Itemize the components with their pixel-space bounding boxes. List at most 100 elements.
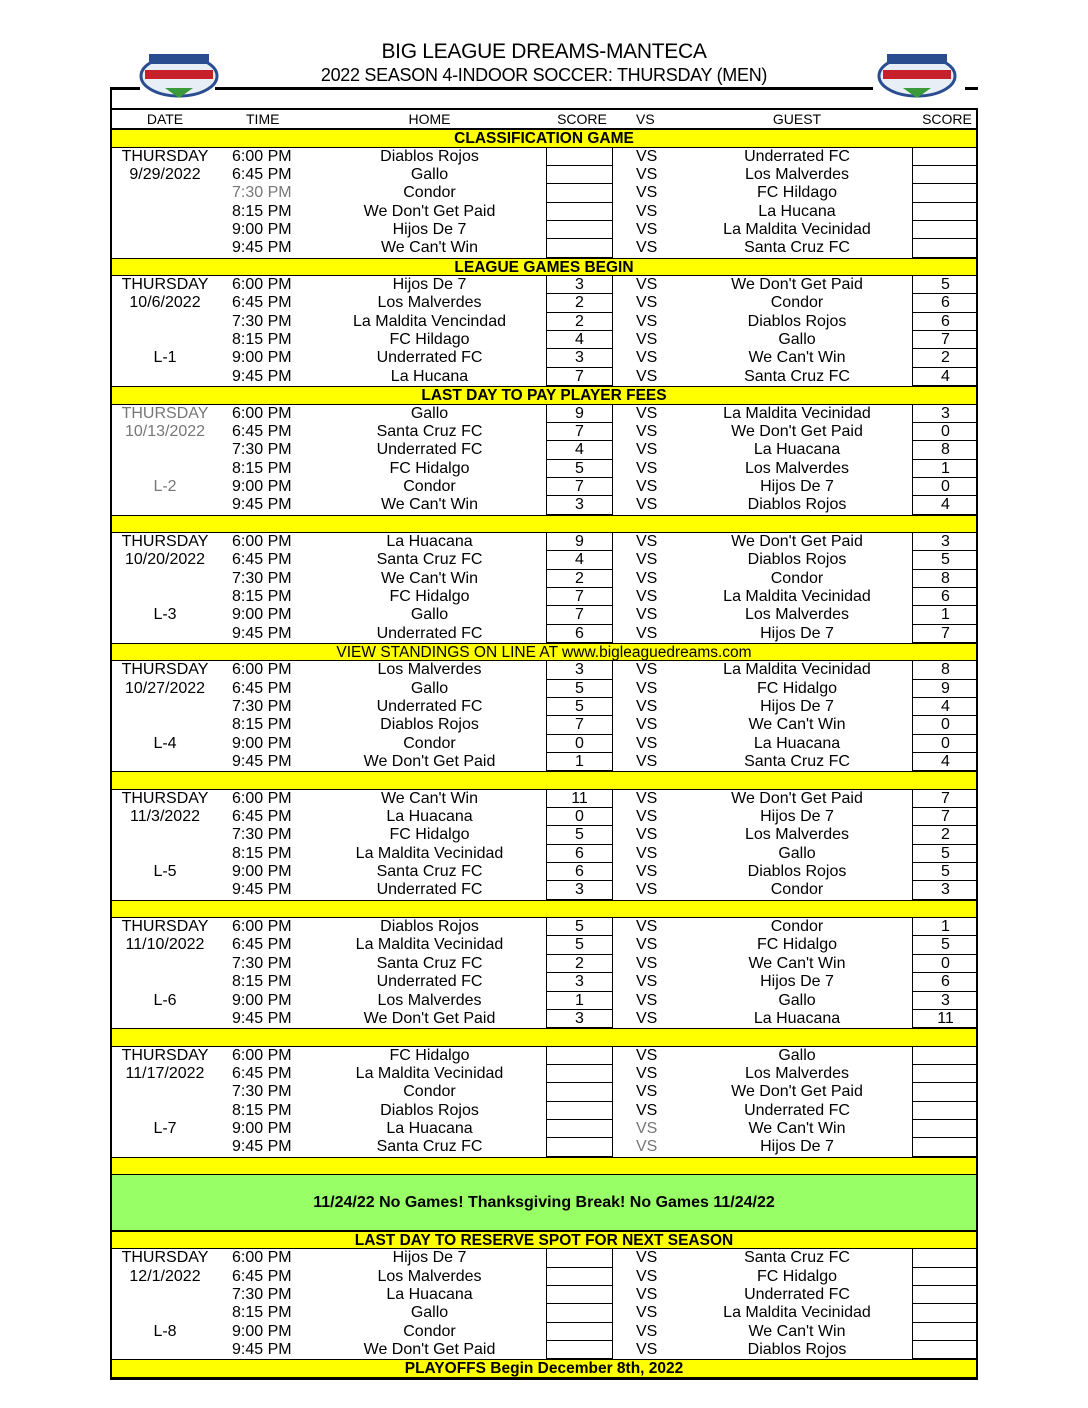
league-week: L-1 (153, 349, 177, 367)
guest-score (912, 221, 978, 240)
game-time: 6:45 PM (232, 1267, 292, 1285)
game-row: 9:45 PM We Can't Win 3 VS Diablos Rojos 4 (112, 496, 978, 515)
game-time: 9:45 PM (232, 1341, 292, 1358)
guest-team: Santa Cruz FC (744, 239, 850, 257)
vs-label: VS (636, 1249, 658, 1267)
game-time: 8:15 PM (232, 1101, 292, 1119)
home-team: Condor (403, 1083, 456, 1101)
divider (110, 87, 140, 90)
vs-label: VS (636, 826, 658, 844)
home-team: Hijos De 7 (392, 276, 467, 294)
game-time: 6:00 PM (232, 276, 292, 294)
home-score: 7 (546, 422, 613, 442)
home-score: 2 (546, 954, 613, 974)
game-time: 7:30 PM (232, 1285, 292, 1303)
game-day: THURSDAY (121, 1249, 209, 1267)
home-team: Los Malverdes (377, 1267, 482, 1285)
divider (215, 87, 873, 90)
home-score (546, 184, 613, 203)
game-time: 6:00 PM (232, 789, 292, 807)
vs-label: VS (636, 221, 658, 239)
game-time: 6:45 PM (232, 422, 292, 440)
section-banner (112, 1028, 976, 1047)
vs-label: VS (636, 844, 658, 862)
guest-score: 5 (912, 863, 978, 882)
game-time: 6:45 PM (232, 294, 292, 312)
guest-score (912, 184, 978, 203)
home-score (546, 1322, 613, 1341)
guest-score: 6 (912, 294, 978, 313)
section-banner (112, 771, 976, 790)
home-score (546, 1119, 613, 1139)
home-team: Gallo (410, 404, 449, 422)
game-time: 8:15 PM (232, 459, 292, 477)
guest-score (912, 1083, 978, 1102)
vs-label: VS (636, 587, 658, 605)
home-team: We Don't Get Paid (363, 1341, 496, 1358)
guest-team: We Can't Win (748, 1119, 846, 1137)
home-team: Santa Cruz FC (376, 863, 483, 881)
home-score: 7 (546, 367, 613, 387)
vs-label: VS (636, 404, 658, 422)
page-title: BIG LEAGUE DREAMS-MANTECA (381, 40, 707, 63)
home-team: We Don't Get Paid (363, 1009, 496, 1027)
home-team: La Maldita Vecinidad (355, 936, 504, 954)
home-team: Diablos Rojos (380, 147, 479, 165)
guest-team: Gallo (778, 844, 816, 862)
guest-score: 3 (912, 532, 978, 552)
vs-label: VS (636, 422, 658, 440)
game-time: 6:00 PM (232, 918, 292, 936)
home-score: 7 (546, 716, 613, 735)
game-time: 9:45 PM (232, 239, 292, 257)
game-row: L-1 9:00 PM Underrated FC 3 VS We Can't Win 2 (112, 349, 978, 368)
home-team: FC Hidalgo (389, 587, 470, 605)
home-team: Condor (403, 734, 456, 752)
guest-team: Diablos Rojos (747, 863, 847, 881)
vs-label: VS (636, 881, 658, 899)
guest-score: 4 (912, 496, 978, 515)
home-team: Underrated FC (376, 973, 483, 991)
guest-team: We Don't Get Paid (731, 1083, 863, 1101)
col-home: HOME (408, 111, 451, 127)
vs-label: VS (636, 569, 658, 587)
home-score: 5 (546, 826, 613, 845)
guest-score: 7 (912, 808, 978, 827)
guest-score: 2 (912, 826, 978, 845)
guest-score: 6 (912, 312, 978, 332)
guest-score: 0 (912, 716, 978, 735)
home-team: La Huacana (386, 1119, 473, 1137)
game-row: L-5 9:00 PM Santa Cruz FC 6 VS Diablos Rojos 5 (112, 863, 978, 882)
game-row: 8:15 PM Underrated FC 3 VS Hijos De 7 6 (112, 973, 978, 992)
guest-score (912, 1267, 978, 1286)
guest-score (912, 1304, 978, 1323)
home-score: 6 (546, 624, 613, 643)
vs-label: VS (636, 239, 658, 257)
game-row: L-8 9:00 PM Condor VS We Can't Win (112, 1322, 978, 1341)
home-score: 3 (546, 881, 613, 900)
game-row: 12/1/2022 6:45 PM Los Malverdes VS FC Hidalg… (112, 1267, 978, 1286)
game-time: 6:45 PM (232, 679, 292, 697)
game-row: L-3 9:00 PM Gallo 7 VS Los Malverdes 1 (112, 606, 978, 625)
home-score: 3 (546, 661, 613, 680)
game-row: 8:15 PM Diablos Rojos 7 VS We Can't Win 0 (112, 716, 978, 735)
guest-score: 0 (912, 734, 978, 754)
game-time: 7:30 PM (232, 1083, 292, 1101)
game-date: 9/29/2022 (129, 166, 201, 184)
home-score (546, 1285, 613, 1305)
game-row: L-7 9:00 PM La Huacana VS We Can't Win (112, 1119, 978, 1139)
game-row: 7:30 PM Condor VS FC Hildago (112, 184, 978, 203)
game-time: 9:45 PM (232, 624, 292, 642)
guest-team: Hijos De 7 (760, 477, 834, 495)
guest-score (912, 1101, 978, 1120)
guest-score (912, 239, 978, 258)
home-team: We Can't Win (380, 496, 478, 514)
home-team: La Huacana (386, 808, 473, 826)
game-row: 9:00 PM Hijos De 7 VS La Maldita Vecinidad (112, 221, 978, 240)
home-team: Los Malverdes (377, 991, 482, 1009)
vs-label: VS (636, 202, 658, 220)
home-score (546, 1083, 613, 1102)
game-time: 8:15 PM (232, 587, 292, 605)
divider (965, 87, 978, 90)
guest-score (912, 1285, 978, 1305)
game-row: 8:15 PM FC Hidalgo 7 VS La Maldita Vecinidad… (112, 587, 978, 607)
